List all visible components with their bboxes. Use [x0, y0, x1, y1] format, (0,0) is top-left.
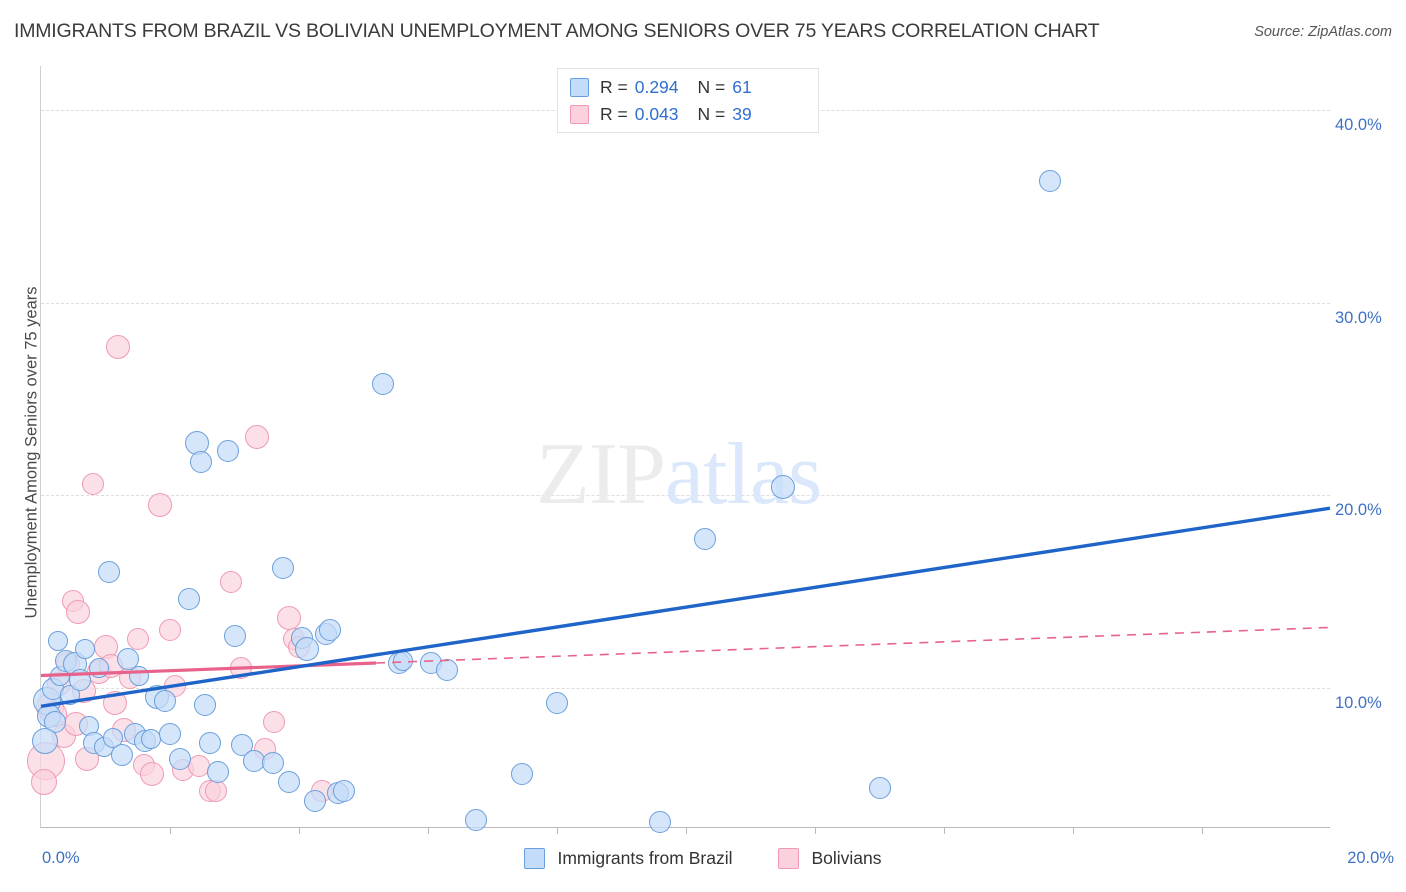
gridline: [41, 687, 1330, 689]
scatter-point[interactable]: [81, 472, 104, 495]
scatter-point[interactable]: [770, 475, 795, 500]
scatter-point[interactable]: [139, 762, 164, 787]
scatter-point[interactable]: [278, 770, 301, 793]
scatter-point[interactable]: [148, 492, 173, 517]
legend-swatch-pink-icon: [778, 848, 800, 869]
correlation-stats-legend: R = 0.294 N = 61 R = 0.043 N = 39: [557, 68, 819, 133]
stats-n-key-blue: N =: [697, 77, 726, 97]
legend-label-pink: Bolivians: [811, 848, 882, 868]
scatter-point[interactable]: [371, 372, 394, 395]
series-legend: Immigrants from Brazil Bolivians: [0, 848, 1406, 869]
stats-swatch-pink-icon: [570, 105, 589, 124]
stats-row-blue: R = 0.294 N = 61: [570, 74, 808, 101]
x-axis-tick: [557, 827, 558, 834]
scatter-point[interactable]: [110, 743, 133, 766]
y-axis-tick-label: 30.0%: [1335, 308, 1382, 327]
legend-label-blue: Immigrants from Brazil: [557, 848, 733, 868]
x-axis-tick: [299, 827, 300, 834]
scatter-point[interactable]: [207, 761, 230, 784]
scatter-point[interactable]: [30, 768, 57, 795]
x-axis-tick: [1202, 827, 1203, 834]
scatter-point[interactable]: [153, 690, 176, 712]
scatter-point[interactable]: [185, 431, 210, 456]
scatter-point[interactable]: [198, 732, 221, 755]
stats-swatch-blue-icon: [570, 78, 589, 97]
legend-item-bolivians[interactable]: Bolivians: [778, 848, 882, 869]
scatter-point[interactable]: [510, 763, 533, 786]
scatter-point[interactable]: [178, 588, 201, 610]
scatter-point[interactable]: [189, 451, 212, 474]
y-axis-title: Unemployment Among Seniors over 75 years: [22, 286, 41, 619]
scatter-point[interactable]: [66, 600, 91, 625]
scatter-point[interactable]: [465, 809, 488, 832]
stats-n-value-pink: 39: [732, 104, 752, 124]
scatter-point[interactable]: [649, 811, 672, 834]
x-axis-tick: [686, 827, 687, 834]
scatter-point[interactable]: [868, 776, 891, 799]
y-axis-tick-label: 10.0%: [1335, 693, 1382, 712]
legend-item-immigrants-from-brazil[interactable]: Immigrants from Brazil: [524, 848, 732, 869]
plot-area: ZIPatlas 40.0% 30.0% 20.0% 10.0%: [27, 66, 1382, 834]
scatter-point[interactable]: [159, 722, 181, 745]
page-title: IMMIGRANTS FROM BRAZIL VS BOLIVIAN UNEMP…: [14, 20, 1100, 42]
trend-lines: [40, 506, 1331, 708]
scatter-point[interactable]: [117, 647, 140, 670]
scatter-point[interactable]: [333, 780, 356, 803]
legend-swatch-blue-icon: [524, 848, 546, 869]
stats-r-key-blue: R =: [600, 77, 628, 97]
y-axis-tick-label: 40.0%: [1335, 116, 1382, 135]
scatter-point[interactable]: [263, 711, 286, 734]
scatter-point[interactable]: [31, 728, 58, 755]
x-axis-tick: [815, 827, 816, 834]
x-axis-label-min: 0.0%: [42, 849, 80, 867]
scatter-point[interactable]: [318, 618, 341, 641]
scatter-point[interactable]: [245, 425, 270, 450]
y-axis-tick-label: 20.0%: [1335, 501, 1382, 520]
scatter-point[interactable]: [194, 693, 217, 716]
source-label: Source: ZipAtlas.com: [1254, 24, 1392, 40]
scatter-point[interactable]: [294, 637, 319, 662]
x-axis-tick: [1073, 827, 1074, 834]
pink-trend-line-solid: [40, 661, 377, 678]
stats-r-value-pink: 0.043: [634, 104, 679, 124]
scatter-point[interactable]: [159, 618, 181, 641]
scatter-point[interactable]: [47, 631, 68, 652]
x-axis-label-max: 20.0%: [1347, 849, 1394, 867]
scatter-point[interactable]: [1039, 170, 1062, 193]
stats-row-pink: R = 0.043 N = 39: [570, 101, 808, 128]
scatter-point[interactable]: [106, 334, 131, 359]
scatter-point[interactable]: [126, 628, 149, 651]
scatter-point[interactable]: [97, 561, 120, 584]
scatter-point[interactable]: [168, 747, 191, 770]
plot-inner: ZIPatlas: [27, 66, 1331, 834]
scatter-point[interactable]: [304, 790, 327, 813]
scatter-point[interactable]: [262, 751, 285, 774]
x-axis-tick: [944, 827, 945, 834]
stats-r-key-pink: R =: [600, 104, 628, 124]
stats-n-key-pink: N =: [697, 104, 726, 124]
scatter-point[interactable]: [271, 557, 294, 580]
scatter-point[interactable]: [220, 570, 243, 593]
scatter-point[interactable]: [217, 439, 240, 462]
scatter-point[interactable]: [223, 624, 246, 647]
stats-n-value-blue: 61: [732, 77, 752, 97]
x-axis-tick: [170, 827, 171, 834]
scatter-point[interactable]: [74, 639, 95, 660]
gridline: [41, 495, 1330, 497]
blue-trend-line: [40, 506, 1331, 708]
x-axis-tick: [428, 827, 429, 834]
scatter-point[interactable]: [694, 528, 717, 551]
stats-r-value-blue: 0.294: [634, 77, 679, 97]
gridline: [41, 302, 1330, 304]
scatter-point[interactable]: [546, 691, 568, 714]
